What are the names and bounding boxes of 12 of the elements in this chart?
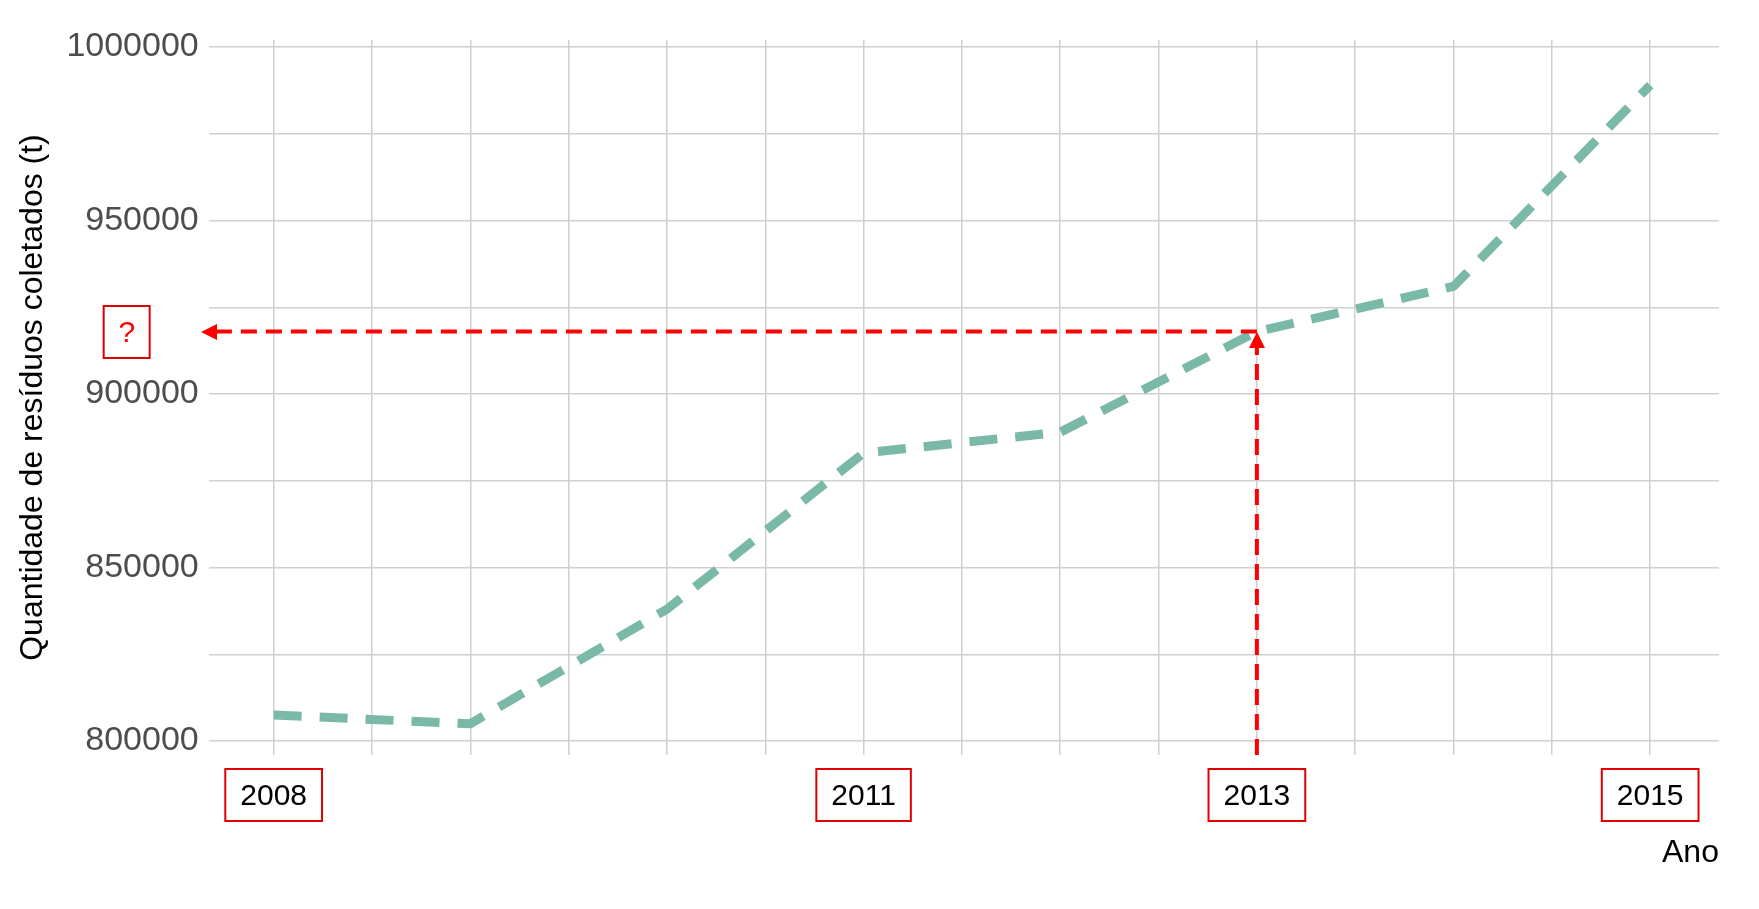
text: ? xyxy=(102,304,152,359)
y-tick-label: 850000 xyxy=(85,545,199,584)
y-tick-label: 800000 xyxy=(85,719,199,758)
x-tick-label: 2011 xyxy=(831,778,896,812)
y-axis-title: Quantidade de resíduos coletados (t) xyxy=(13,134,50,661)
y-tick-label: 1000000 xyxy=(66,25,199,64)
x-tick-label: 2015 xyxy=(1616,778,1684,812)
x-tick-label: 2008 xyxy=(240,778,308,812)
x-axis-title: Ano xyxy=(1662,833,1719,870)
y-tick-label: 950000 xyxy=(85,198,199,237)
x-tick-label: 2013 xyxy=(1223,778,1291,812)
y-tick-label: 900000 xyxy=(85,372,199,411)
